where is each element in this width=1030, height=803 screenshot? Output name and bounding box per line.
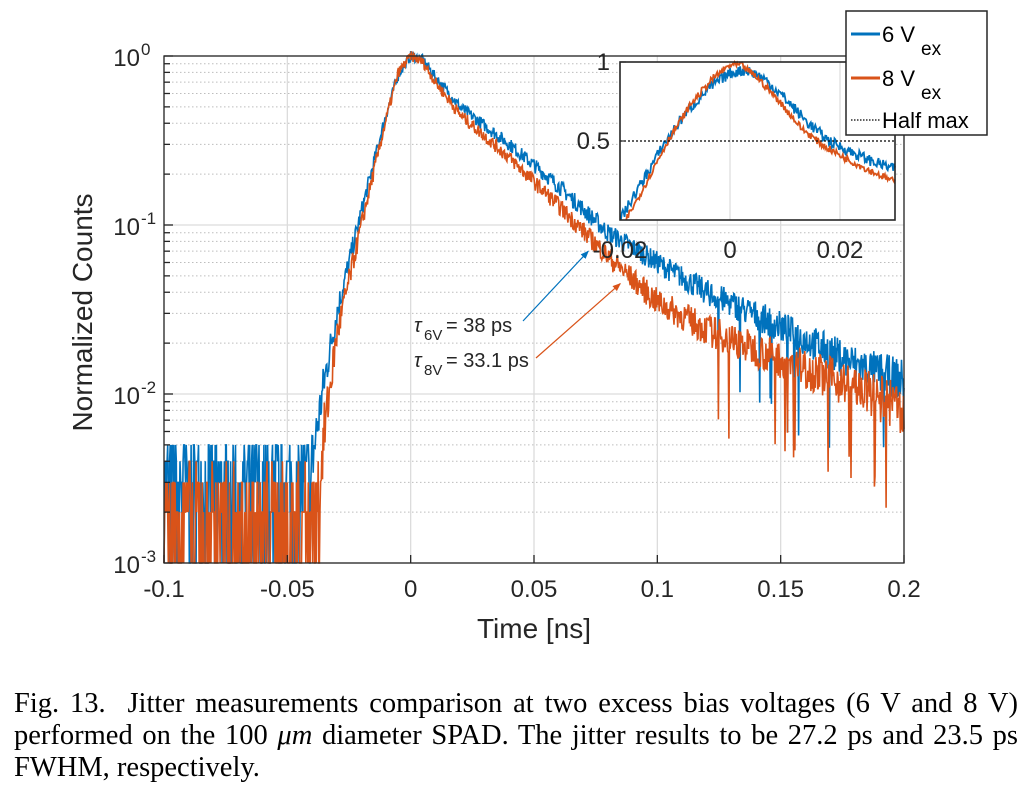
series-line-6v [163, 50, 905, 564]
legend: 6 V ex 8 V ex Half max [845, 10, 988, 136]
inset-x-tick-label: -0.02 [593, 237, 648, 264]
annotation-tau-8v: τ 8V = 33.1 ps [414, 283, 621, 379]
caption-text-1: Jitter measurements comparison at two ex… [14, 688, 1018, 751]
series-line-8v [163, 50, 905, 564]
legend-subscript: ex [921, 39, 942, 60]
x-tick-label: 0 [404, 576, 417, 603]
x-tick-label: -0.05 [260, 576, 315, 603]
x-tick-label: 0.2 [887, 576, 920, 603]
caption-text-2: diameter SPAD. The jitter results to be … [14, 720, 1019, 783]
x-tick-label: 0.05 [511, 576, 558, 603]
inset-tick-labels: -0.02 0 0.02 0.5 1 [577, 49, 864, 264]
y-axis-title: Normalized Counts [67, 193, 98, 431]
y-tick-label: 10 [113, 383, 140, 410]
inset-series-line-8v [625, 60, 896, 220]
tau-value: = 38 ps [446, 315, 512, 337]
tau-subscript: 8V [424, 362, 442, 379]
y-tick-exponent: -3 [141, 547, 156, 566]
y-tick-label: 10 [113, 552, 140, 579]
figure-caption: Fig. 13. Jitter measurements comparison … [14, 688, 1018, 784]
x-tick-label: 0.1 [641, 576, 674, 603]
legend-item-1: 8 V ex [851, 66, 942, 104]
tau-subscript: 6V [424, 327, 442, 344]
annotation-arrow [522, 250, 589, 322]
inset-y-tick-label: 0.5 [577, 128, 610, 155]
x-tick-label: -0.1 [143, 576, 184, 603]
x-tick-labels: -0.1 -0.05 0 0.05 0.1 0.15 0.2 [143, 576, 920, 603]
annotation-arrow [535, 283, 621, 359]
legend-box [845, 10, 988, 136]
legend-item-0: 6 V ex [851, 22, 942, 60]
legend-label: 8 V [882, 66, 915, 91]
inset-x-tick-label: 0.02 [817, 237, 864, 264]
legend-subscript: ex [921, 83, 942, 104]
inset-y-tick-label: 1 [597, 49, 610, 76]
annotation-tau-6v: τ 6V = 38 ps [414, 250, 589, 344]
inset-series [620, 60, 896, 221]
legend-item-2: Half max [851, 108, 969, 133]
inset-x-tick-label: 0 [723, 237, 736, 264]
tau-symbol: τ [414, 315, 423, 337]
y-tick-exponent: 0 [141, 40, 150, 59]
tau-symbol: τ [414, 350, 423, 372]
legend-label: Half max [882, 108, 969, 133]
tau-value: = 33.1 ps [446, 350, 529, 372]
y-tick-exponent: -1 [141, 209, 156, 228]
x-axis-title: Time [ns] [477, 613, 591, 644]
caption-unit: μm [277, 720, 313, 751]
caption-label: Fig. 13. [14, 688, 106, 719]
legend-label: 6 V [882, 22, 915, 47]
y-tick-exponent: -2 [141, 378, 156, 397]
main-ticks [163, 55, 905, 564]
x-tick-label: 0.15 [757, 576, 804, 603]
y-tick-label: 10 [113, 45, 140, 72]
y-tick-label: 10 [113, 214, 140, 241]
annotations: τ 6V = 38 psτ 8V = 33.1 ps [414, 250, 621, 379]
main-series [163, 50, 905, 564]
